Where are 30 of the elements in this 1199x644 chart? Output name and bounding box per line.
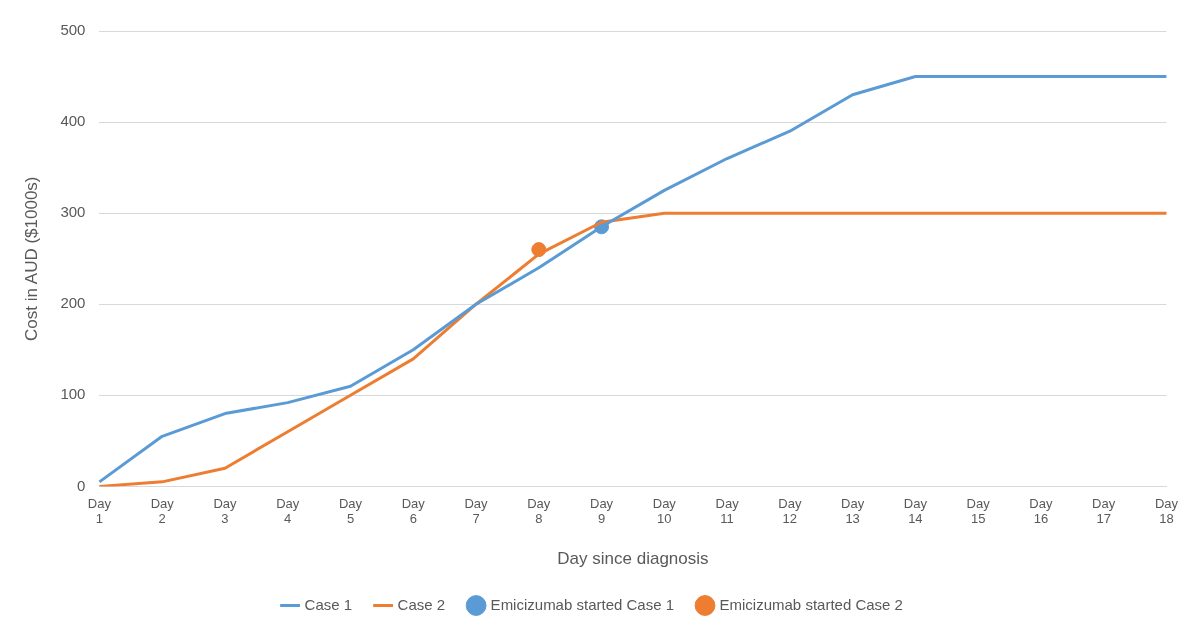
x-tick-label: Day 1 [87, 495, 112, 527]
x-tick-label: Day 10 [652, 495, 677, 527]
x-tick-label: Day 11 [715, 495, 740, 527]
x-tick-label: Day 16 [1029, 495, 1053, 527]
x-tick-label: Day 3 [213, 495, 238, 527]
x-tick-label: Day 8 [527, 495, 551, 527]
x-tick-label: Day 17 [1092, 495, 1116, 527]
legend-label: Case 1 [304, 595, 353, 613]
x-tick-label: Day 14 [903, 495, 928, 527]
legend-label: Emicizumab started Case 2 [719, 595, 903, 613]
x-tick-label: Day 2 [150, 495, 175, 527]
x-tick-label: Day 18 [1154, 495, 1179, 527]
x-tick-label: Day 4 [276, 495, 300, 527]
y-tick-label: 300 [60, 203, 86, 221]
y-axis-title: Cost in AUD ($1000s) [21, 176, 41, 341]
legend-label: Emicizumab started Case 1 [490, 595, 675, 613]
x-tick-label: Day 9 [589, 495, 614, 527]
x-tick-label: Day 6 [401, 495, 426, 527]
y-tick-label: 100 [60, 385, 86, 403]
legend-label: Case 2 [397, 595, 446, 613]
x-axis-title: Day since diagnosis [557, 549, 709, 569]
y-tick-label: 400 [60, 112, 86, 130]
x-tick-label: Day 15 [966, 495, 991, 527]
x-tick-label: Day 12 [778, 495, 802, 527]
x-tick-label: Day 7 [464, 495, 489, 527]
x-tick-label: Day 5 [338, 495, 363, 527]
x-tick-label: Day 13 [841, 495, 865, 527]
y-tick-label: 0 [77, 476, 86, 494]
y-tick-label: 500 [60, 21, 86, 39]
y-tick-label: 200 [60, 294, 86, 312]
